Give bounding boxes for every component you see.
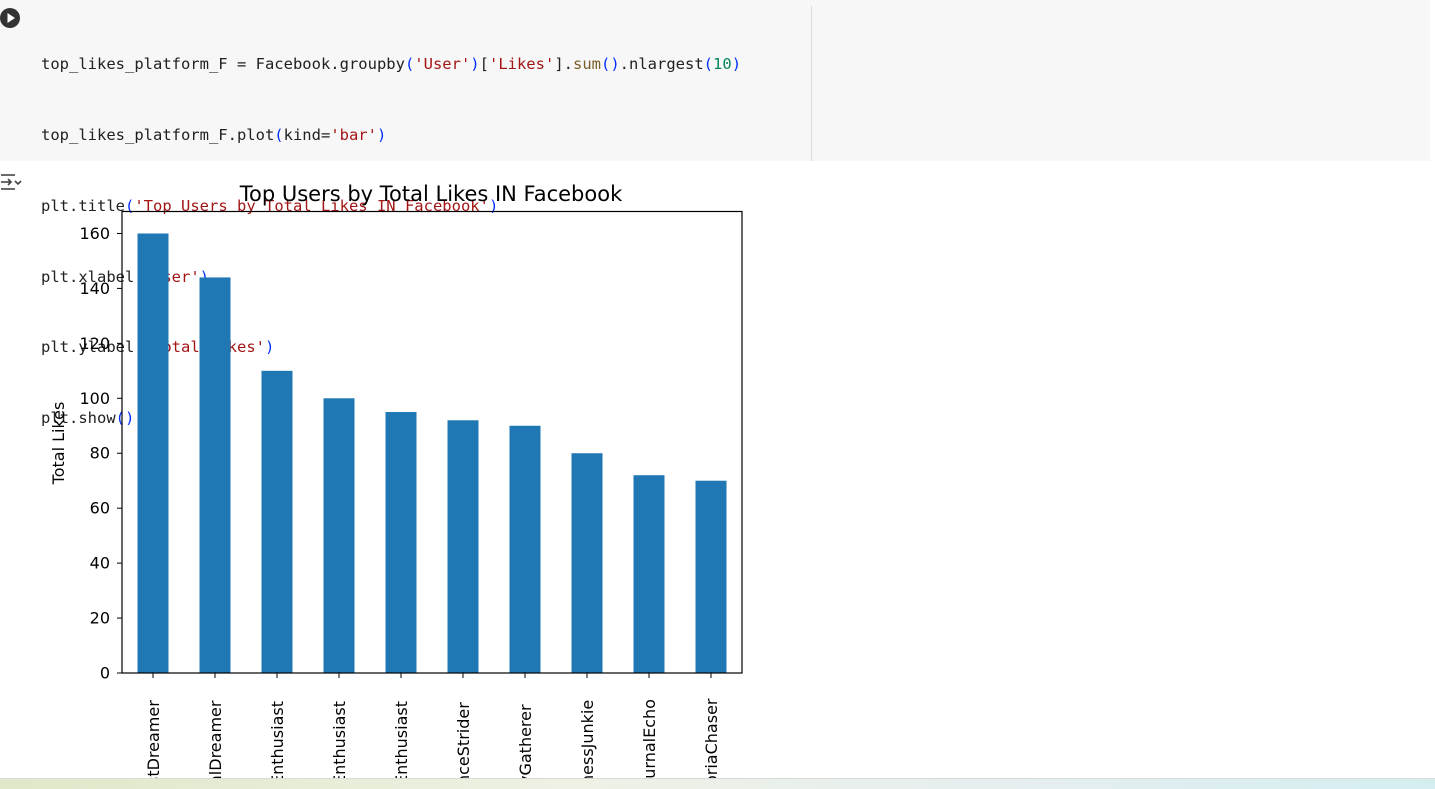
editor-ruler	[811, 6, 812, 161]
bar	[137, 233, 169, 673]
chart-output: Top Users by Total Likes IN Facebook Tot…	[0, 161, 800, 785]
x-ticks-group: stDreamer alDreamer Enthusiast Enthusiast En…	[144, 673, 721, 785]
output-collapse-icon	[1, 174, 22, 190]
x-tick-label: stDreamer	[144, 700, 163, 781]
y-tick-label: 140	[79, 279, 110, 298]
bar	[447, 420, 479, 673]
x-tick-label: Enthusiast	[392, 701, 411, 781]
bar	[385, 412, 417, 673]
code-line: top_likes_platform_F.plot(kind='bar')	[41, 125, 387, 144]
y-ticks-group: 0 20 40 60 80 100 120 140 160	[79, 224, 122, 683]
x-tick-label: Enthusiast	[330, 701, 349, 781]
x-tick-label: Enthusiast	[268, 701, 287, 781]
bar	[509, 425, 541, 673]
code-line: top_likes_platform_F = Facebook.groupby(…	[41, 55, 742, 74]
y-tick-label: 120	[79, 334, 110, 353]
bar-chart: Top Users by Total Likes IN Facebook Tot…	[49, 182, 743, 785]
x-tick-label: alDreamer	[206, 700, 225, 781]
code-editor[interactable]: top_likes_platform_F = Facebook.groupby(…	[0, 0, 1430, 427]
x-tick-label: yGatherer	[516, 704, 535, 781]
bar	[633, 475, 665, 673]
bar	[571, 453, 603, 673]
run-cell-button[interactable]	[0, 8, 20, 28]
y-tick-label: 100	[79, 389, 110, 408]
y-tick-label: 60	[90, 499, 110, 518]
y-tick-label: 0	[100, 664, 110, 683]
chart-title: Top Users by Total Likes IN Facebook	[239, 182, 623, 206]
x-tick-label: nceStrider	[454, 702, 473, 781]
y-tick-label: 20	[90, 609, 110, 628]
bar	[199, 277, 231, 673]
play-circle-icon	[7, 13, 15, 23]
x-tick-label: oriaChaser	[702, 698, 721, 781]
y-tick-label: 80	[90, 444, 110, 463]
bar	[695, 480, 727, 673]
y-axis-label: Total Likes	[49, 402, 68, 486]
x-tick-label: turnalEcho	[640, 699, 659, 781]
code-line: plt.show()	[41, 409, 135, 428]
code-line: plt.title('Top Users by Total Likes IN F…	[41, 196, 499, 215]
bar	[261, 370, 293, 673]
plot-frame	[121, 210, 743, 674]
y-tick-label: 160	[79, 224, 110, 243]
bars-group	[137, 233, 727, 673]
bottom-strip	[0, 778, 1435, 789]
y-tick-label: 40	[90, 554, 110, 573]
x-tick-label: nessJunkie	[578, 700, 597, 781]
output-toggle-button[interactable]	[0, 173, 22, 191]
bar	[323, 398, 355, 673]
